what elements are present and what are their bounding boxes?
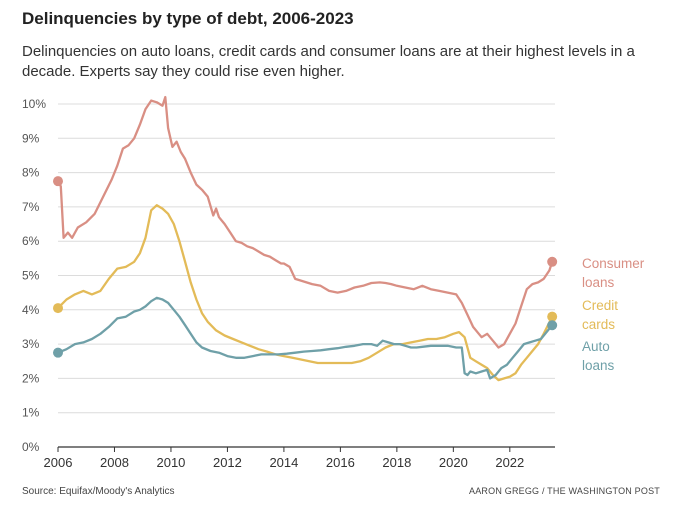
y-tick-label: 2% bbox=[22, 371, 40, 385]
series-label-credit-cards: Credit bbox=[582, 298, 618, 313]
series-end-dot-consumer-loans bbox=[547, 256, 558, 267]
x-tick-label: 2010 bbox=[156, 455, 185, 470]
y-tick-label: 9% bbox=[22, 131, 40, 145]
y-tick-label: 10% bbox=[22, 97, 46, 111]
x-tick-label: 2014 bbox=[269, 455, 298, 470]
series-end-dot-auto-loans bbox=[547, 320, 558, 331]
series-label-consumer-loans: loans bbox=[582, 275, 615, 290]
series-labels: Consumer loans Credit cards Auto loans bbox=[582, 256, 645, 373]
x-tick-label: 2006 bbox=[44, 455, 73, 470]
chart-title: Delinquencies by type of debt, 2006-2023 bbox=[22, 9, 354, 28]
series-line-credit-cards bbox=[56, 204, 554, 382]
y-tick-label: 7% bbox=[22, 200, 40, 214]
x-tick-label: 2018 bbox=[382, 455, 411, 470]
x-tick-label: 2012 bbox=[213, 455, 242, 470]
series-end-dot-credit-cards bbox=[547, 311, 558, 322]
x-axis-ticks: 2006 2008 2010 2012 2014 2016 2018 2020 2022 bbox=[44, 447, 524, 470]
y-tick-label: 1% bbox=[22, 406, 40, 420]
y-tick-label: 0% bbox=[22, 440, 40, 454]
gridlines bbox=[58, 103, 555, 448]
series-start-dot-consumer-loans bbox=[53, 176, 63, 187]
y-axis-ticks: 0% 1% 2% 3% 4% 5% 6% 7% 8% 9% 10% bbox=[22, 97, 46, 454]
x-tick-label: 2016 bbox=[326, 455, 355, 470]
series-label-consumer-loans: Consumer bbox=[582, 256, 645, 271]
y-tick-label: 8% bbox=[22, 166, 40, 180]
series-lines bbox=[53, 95, 558, 382]
y-tick-label: 6% bbox=[22, 234, 40, 248]
series-line-consumer-loans bbox=[56, 95, 554, 349]
x-tick-label: 2020 bbox=[439, 455, 468, 470]
series-start-dot-auto-loans bbox=[53, 347, 63, 358]
series-line-auto-loans bbox=[56, 296, 554, 380]
source-note: Source: Equifax/Moody's Analytics bbox=[22, 486, 175, 497]
y-tick-label: 5% bbox=[22, 269, 40, 283]
series-label-auto-loans: Auto bbox=[582, 339, 610, 354]
series-start-dot-credit-cards bbox=[53, 303, 63, 314]
y-tick-label: 3% bbox=[22, 337, 40, 351]
x-tick-label: 2008 bbox=[100, 455, 129, 470]
y-tick-label: 4% bbox=[22, 303, 40, 317]
series-label-credit-cards: cards bbox=[582, 317, 615, 332]
x-tick-label: 2022 bbox=[495, 455, 524, 470]
byline-credit: AARON GREGG / THE WASHINGTON POST bbox=[469, 486, 660, 496]
series-label-auto-loans: loans bbox=[582, 358, 615, 373]
chart-subtitle: Delinquencies on auto loans, credit card… bbox=[22, 43, 635, 80]
